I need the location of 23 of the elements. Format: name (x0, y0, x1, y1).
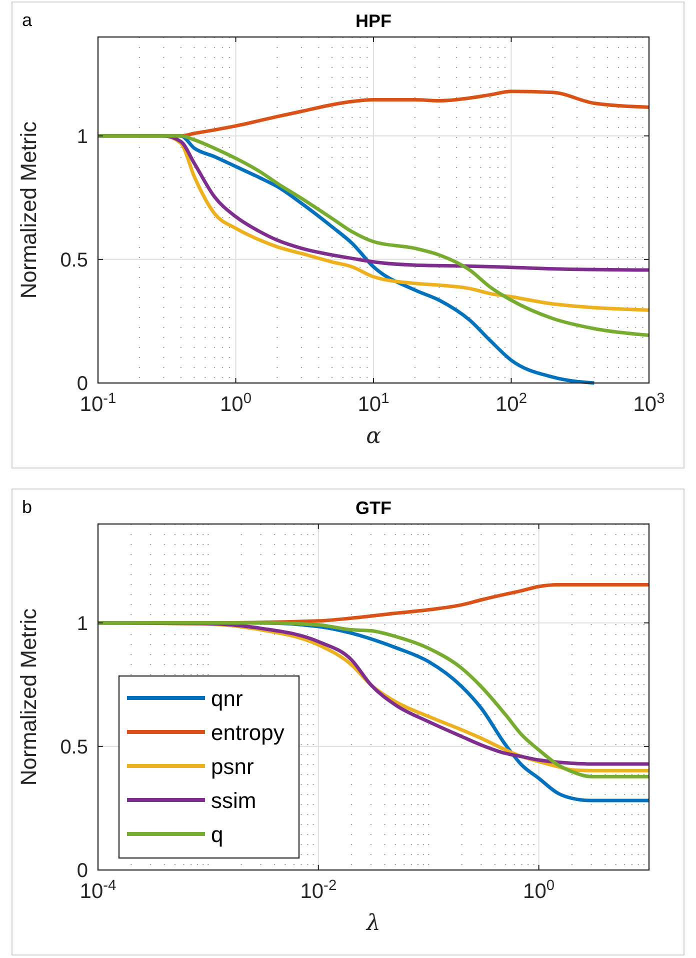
x-axis-title: λ (366, 911, 380, 936)
chart-title: GTF (356, 498, 392, 518)
legend-label: entropy (211, 720, 284, 745)
y-tick-label: 0.5 (60, 249, 88, 272)
x-tick-label: 10$^{-2}$ (300, 878, 337, 903)
legend-label: ssim (211, 788, 256, 813)
x-tick-label: 10$^{3}$ (633, 391, 665, 416)
y-tick-label: 1 (76, 126, 88, 148)
chart-title: HPF (356, 11, 392, 31)
text: b (22, 497, 32, 517)
y-tick-label: 0.5 (60, 736, 88, 758)
legend-label: qnr (211, 686, 243, 711)
x-tick-label: 10$^{0}$ (523, 878, 555, 903)
x-tick-label: 10$^{2}$ (495, 391, 528, 416)
x-axis-title: α (366, 424, 382, 449)
y-axis-title: Normalized Metric (16, 608, 41, 786)
y-axis-title: Normalized Metric (16, 121, 41, 299)
text: a (22, 10, 33, 30)
y-tick-label: 1 (76, 612, 88, 635)
legend-label: psnr (211, 754, 254, 779)
legend-label: q (211, 822, 224, 847)
x-tick-label: 10$^{1}$ (358, 391, 390, 416)
x-tick-label: 10$^{0}$ (220, 391, 252, 416)
